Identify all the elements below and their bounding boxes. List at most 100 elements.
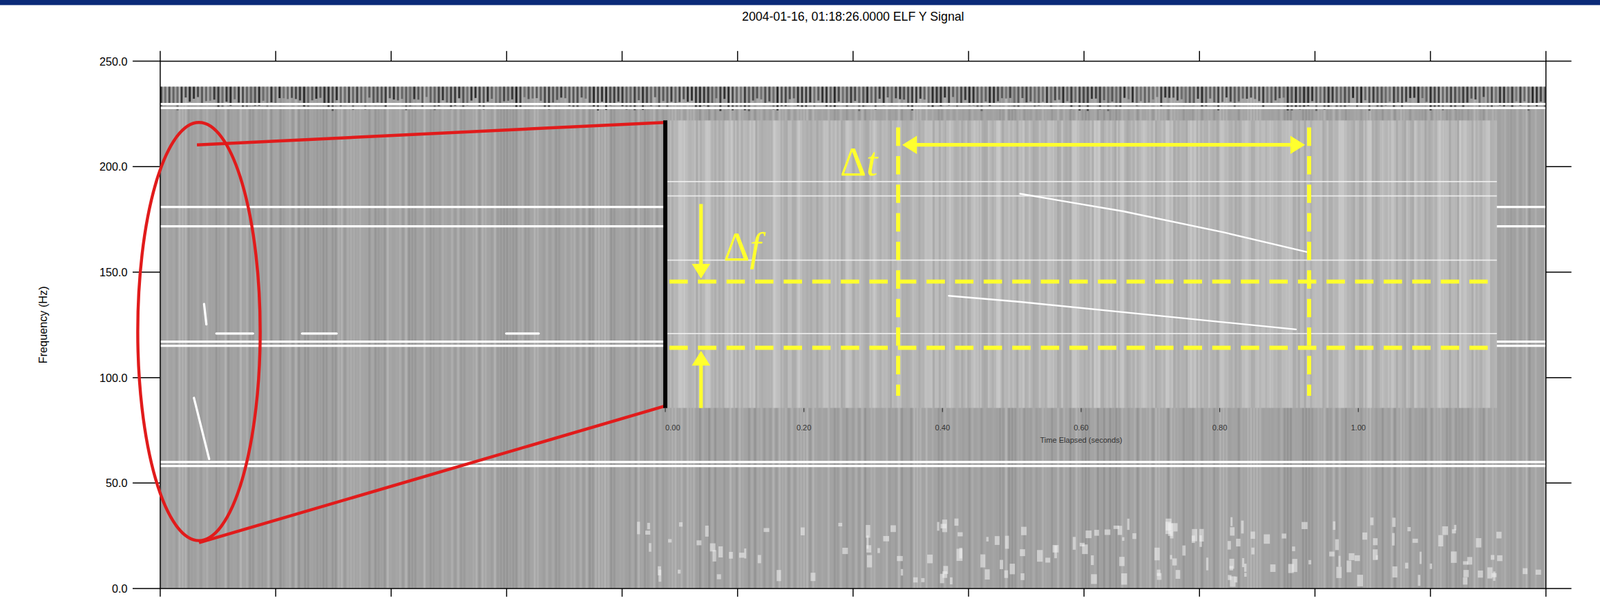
noise-streak: [502, 87, 506, 590]
noise-streak: [891, 87, 894, 590]
noise-streak: [1148, 120, 1151, 408]
y-tick: [132, 587, 161, 589]
noise-streak: [1069, 87, 1072, 590]
noise-streak: [1163, 120, 1166, 408]
noise-blob: [984, 569, 990, 580]
noise-streak: [1308, 87, 1311, 590]
noise-blob: [942, 571, 948, 579]
annotation-arrow: [912, 143, 1296, 147]
noise-streak: [560, 87, 563, 99]
noise-band: [1287, 120, 1293, 408]
noise-streak: [176, 87, 179, 111]
noise-blob: [757, 554, 762, 564]
noise-streak: [1387, 120, 1390, 408]
noise-streak: [243, 87, 246, 590]
noise-streak: [1187, 120, 1190, 408]
noise-streak: [1039, 87, 1042, 590]
noise-streak: [1132, 120, 1136, 408]
noise-streak: [393, 87, 396, 101]
noise-blob: [890, 525, 897, 532]
noise-streak: [551, 87, 555, 103]
noise-streak: [531, 87, 535, 99]
y-tick-label: 50.0: [105, 476, 128, 490]
noise-streak: [996, 87, 999, 102]
noise-streak: [383, 87, 386, 590]
noise-streak: [1418, 120, 1421, 408]
noise-streak: [787, 87, 790, 590]
noise-streak: [1398, 120, 1401, 408]
noise-streak: [1448, 120, 1451, 408]
noise-streak: [605, 87, 608, 111]
noise-streak: [601, 87, 604, 590]
noise-streak: [1204, 87, 1207, 590]
noise-streak: [376, 87, 379, 103]
noise-streak: [935, 87, 938, 105]
noise-blob: [1072, 536, 1076, 550]
noise-streak: [213, 87, 216, 101]
noise-streak: [601, 87, 604, 103]
annotation-label: Δf: [723, 223, 767, 270]
noise-streak: [710, 87, 713, 105]
noise-streak: [196, 87, 199, 98]
noise-streak: [1482, 87, 1485, 98]
noise-streak: [665, 120, 668, 408]
noise-streak: [1062, 87, 1065, 106]
inset-x-tick-label: 1.00: [1350, 423, 1366, 432]
noise-blob: [763, 527, 769, 532]
noise-blob: [1335, 539, 1339, 551]
noise-streak: [1285, 120, 1288, 408]
noise-streak: [1381, 120, 1384, 408]
noise-streak: [1180, 87, 1183, 100]
noise-streak: [493, 87, 497, 590]
noise-streak: [264, 87, 267, 590]
noise-streak: [1477, 120, 1480, 408]
noise-streak: [1258, 87, 1261, 102]
noise-streak: [323, 87, 326, 104]
noise-streak: [1347, 120, 1350, 408]
noise-streak: [1421, 87, 1424, 99]
noise-blob: [882, 536, 890, 542]
noise-streak: [1339, 87, 1342, 110]
noise-streak: [1091, 120, 1094, 408]
noise-streak: [1197, 87, 1200, 590]
noise-blob: [949, 577, 953, 585]
noise-blob: [1442, 526, 1449, 536]
noise-blob: [1172, 558, 1178, 566]
noise-streak: [985, 120, 988, 408]
noise-streak: [192, 87, 195, 99]
noise-band: [1242, 120, 1247, 408]
noise-streak: [1356, 120, 1359, 408]
noise-blob: [1240, 520, 1244, 535]
noise-streak: [1497, 87, 1500, 590]
noise-blob: [1199, 535, 1203, 548]
noise-streak: [804, 120, 807, 408]
noise-streak: [1469, 120, 1472, 408]
noise-streak: [1456, 120, 1460, 408]
noise-streak: [1197, 87, 1200, 99]
noise-streak: [241, 87, 244, 110]
noise-streak: [270, 87, 273, 103]
noise-streak: [1253, 87, 1256, 100]
noise-blob: [1270, 564, 1276, 573]
noise-streak: [992, 87, 995, 103]
noise-streak: [1265, 87, 1268, 590]
noise-blob: [837, 522, 843, 527]
noise-streak: [1108, 120, 1111, 408]
noise-streak: [879, 87, 882, 590]
noise-streak: [1351, 87, 1355, 99]
noise-streak: [178, 87, 181, 590]
noise-blob: [1497, 555, 1503, 561]
noise-blob: [1170, 554, 1173, 559]
inset-tone-line: [665, 259, 1498, 262]
y-tick: [132, 377, 161, 378]
noise-streak: [377, 87, 380, 590]
noise-streak: [1433, 87, 1436, 110]
noise-streak: [482, 87, 485, 110]
noise-streak: [1478, 87, 1481, 110]
noise-streak: [832, 120, 835, 408]
spectrogram-marks: [160, 104, 1547, 467]
noise-streak: [1230, 120, 1233, 408]
noise-streak: [1175, 120, 1178, 408]
noise-streak: [650, 87, 653, 590]
noise-streak: [1425, 87, 1428, 103]
